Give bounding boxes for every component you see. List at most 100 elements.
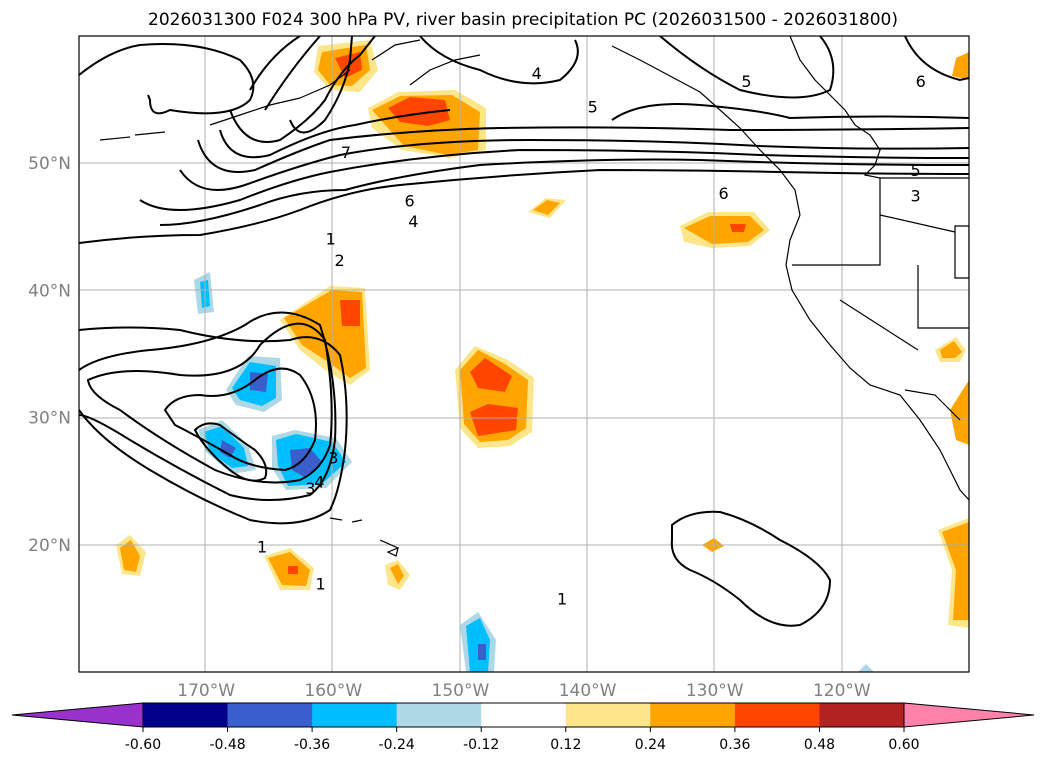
contour-label: 5 [911,161,921,180]
x-tick-label: 140°W [559,681,617,701]
pv-contour-3 [139,148,969,211]
precip-positive-region [120,540,140,572]
contour-label: 3 [911,186,921,205]
pv-contour-1-trough [79,326,348,525]
chart-title: 2026031300 F024 300 hPa PV, river basin … [148,10,898,30]
y-tick-label: 50°N [28,154,71,174]
hawaii-islands [379,539,399,557]
contour-label: 1 [315,574,325,593]
map-frame [78,35,970,673]
precip-positive-region [533,200,560,215]
pv-contour-7 [289,36,353,134]
alaska-peninsula [299,69,351,99]
contour-label: 7 [341,143,351,162]
gridlines [79,36,969,672]
contour-label: 3 [305,479,315,498]
pv-contour-5-trough [193,422,268,482]
colorbar-tick-label: -0.12 [463,737,499,753]
contour-label: 5 [741,72,751,91]
contour-label: 1 [257,537,267,556]
colorbar-tick-label: 0.12 [550,737,581,753]
colorbar-segment [312,703,398,727]
colorbar-tick-label: -0.48 [209,737,245,753]
baja-coast [904,389,961,421]
colorbar-segment [143,703,229,727]
state-border [917,265,969,329]
colorbar-tick-label: 0.48 [804,737,835,753]
x-tick-label: 130°W [686,681,744,701]
pv-contour-2 [159,158,969,226]
precipitation-shading [116,40,969,672]
contour-label: 6 [916,72,926,91]
precip-positive-region [684,216,764,244]
colorbar: -0.60 -0.48 -0.36 -0.24 -0.12 0.12 0.24 0.36 0.4… [11,702,1035,753]
pv-contour-6b [229,36,376,143]
pv-contour-3-trough [86,322,333,484]
colorbar-segment [734,703,820,727]
precip-positive-region [388,97,450,126]
y-tick-label: 20°N [28,536,71,556]
contour-label: 4 [314,473,324,492]
contour-label: 2 [335,251,345,270]
x-tick-label: 160°W [304,681,362,701]
contour-label: 6 [404,191,414,210]
precip-positive-region [390,564,404,584]
aleutian-islands [99,97,301,141]
pv-contour-1 [79,43,255,115]
precip-positive-region [288,566,298,574]
coastlines [99,36,969,557]
y-tick-label: 40°N [28,281,71,301]
y-tick-label: 30°N [28,409,71,429]
colorbar-tick-label: -0.60 [125,737,161,753]
pv-contour-1-low [670,510,832,627]
precip-positive-region [340,300,360,326]
contour-label: 1 [557,590,567,609]
colorbar-segment [565,703,651,727]
hawaii-islands [329,517,363,523]
state-border [792,178,881,266]
pv-contour-1 [79,168,969,244]
pv-contours [79,36,969,627]
colorbar-tick-label: 0.24 [635,737,666,753]
pv-contour-5 [197,126,969,173]
colorbar-tick-label: 0.36 [719,737,750,753]
pv-contour-6-top [904,36,969,82]
pv-contour-4-top [419,36,579,85]
west-coast [785,214,969,501]
contour-label: 6 [719,184,729,203]
pv-contour-4 [179,138,969,191]
panhandle-coast [611,45,801,216]
x-tick-label: 170°W [177,681,235,701]
contour-label: 4 [408,212,418,231]
precip-negative-region [858,664,874,672]
contour-label: 1 [326,230,336,249]
precip-negative-region [290,448,322,478]
y-axis-ticks: 50°N 40°N 30°N 20°N [28,154,71,556]
colorbar-tick-label: 0.60 [888,737,919,753]
colorbar-tick-label: -0.24 [379,737,415,753]
precip-positive-region [950,380,969,445]
pv-contour-6 [219,103,969,159]
precip-positive-region [952,52,969,80]
colorbar-segment [481,703,567,727]
pv-contour-5-top [659,36,835,99]
colorbar-segment [227,703,313,727]
precip-positive-region [470,404,518,436]
colorbar-segment [819,703,905,727]
x-axis-ticks: 170°W 160°W 150°W 140°W 130°W 120°W [177,681,871,701]
colorbar-frame [142,702,905,728]
colorbar-extend-max [903,702,1035,728]
pv-contour-high [249,36,321,111]
contour-label: 4 [532,64,542,83]
state-border [839,299,919,351]
contour-label: 3 [328,448,338,467]
precip-negative-region [220,440,236,458]
contour-label: 5 [588,97,598,116]
pv-contour-4-trough [163,367,317,472]
colorbar-tick-label: -0.36 [294,737,330,753]
x-tick-label: 120°W [813,681,871,701]
precip-positive-region [942,522,969,620]
